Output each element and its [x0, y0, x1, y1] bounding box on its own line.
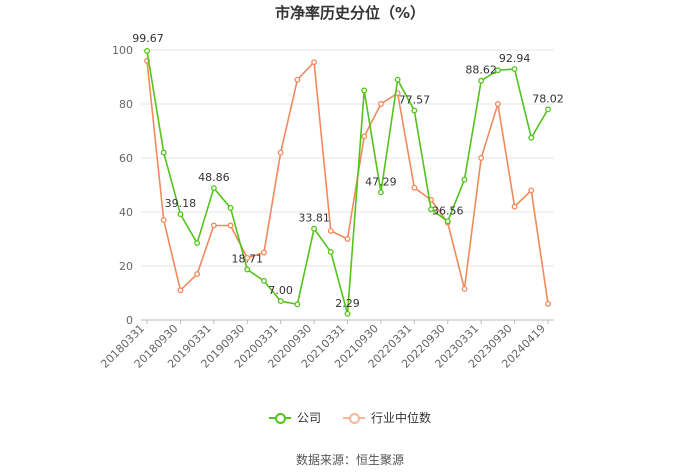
industry-median-point: [377, 101, 384, 107]
company-point: [294, 301, 301, 308]
company-data-label: 33.81: [298, 212, 330, 225]
company-point: [511, 66, 518, 73]
legend-item-company[interactable]: 公司: [268, 409, 321, 426]
company-data-label: 36.56: [432, 204, 464, 217]
y-tick-label: 100: [112, 44, 133, 57]
company-point: [377, 189, 384, 196]
grid: [141, 49, 554, 267]
company-point: [177, 211, 184, 218]
company-point: [394, 76, 401, 83]
company-point: [327, 249, 334, 255]
y-tick-label: 80: [119, 98, 133, 111]
industry-median-point: [528, 187, 535, 194]
industry-median-point: [261, 249, 267, 256]
company-data-label: 99.67: [132, 32, 164, 45]
industry-median-point: [511, 203, 518, 210]
industry-median-point: [227, 222, 234, 229]
industry-median-point: [277, 149, 284, 156]
y-tick-label: 20: [119, 260, 133, 273]
y-tick-label: 0: [126, 314, 133, 327]
industry-median-point: [461, 286, 468, 292]
company-data-label: 39.18: [165, 197, 197, 210]
industry-median-point: [210, 222, 217, 229]
company-point: [478, 77, 485, 84]
legend-industry-label: 行业中位数: [371, 411, 432, 425]
industry-median-point: [344, 236, 351, 242]
industry-median-point: [244, 254, 251, 261]
legend-item-industry-median[interactable]: 行业中位数: [343, 409, 431, 426]
company-point: [311, 225, 318, 232]
company-data-label: 7.00: [268, 284, 293, 297]
company-point: [494, 67, 501, 74]
legend-company-label: 公司: [296, 411, 321, 425]
series: [144, 47, 551, 317]
company-point: [227, 204, 234, 211]
company-point: [194, 240, 201, 246]
industry-median-point: [411, 184, 418, 191]
company-point: [545, 106, 551, 113]
data-source: 数据来源：恒生聚源: [295, 453, 404, 467]
company-point: [144, 47, 150, 54]
company-point: [277, 298, 284, 305]
legend-industry-symbol: [343, 412, 365, 424]
industry-median-point: [327, 227, 334, 234]
y-tick-label: 60: [119, 152, 133, 165]
company-data-label: 2.29: [335, 297, 360, 310]
company-data-label: 18.71: [232, 252, 264, 265]
company-point: [444, 218, 451, 225]
y-tick-label: 40: [119, 206, 133, 219]
company-point: [411, 107, 418, 114]
industry-median-point: [361, 133, 368, 140]
company-point: [344, 310, 351, 317]
company-point: [461, 176, 468, 183]
legend-company-symbol: [268, 412, 291, 424]
industry-median-point: [160, 217, 167, 224]
company-point: [244, 266, 251, 273]
company-point: [261, 277, 267, 284]
industry-median-point: [494, 101, 501, 107]
company-data-label: 78.02: [532, 92, 564, 105]
industry-median-point: [194, 271, 201, 278]
industry-median-point: [294, 76, 301, 83]
legend: 公司 行业中位数: [0, 409, 700, 426]
industry-median-point: [478, 155, 485, 161]
industry-median-point: [311, 59, 318, 66]
company-point: [361, 87, 368, 94]
company-point: [160, 149, 167, 156]
industry-median-point: [545, 300, 551, 307]
company-data-label: 47.29: [365, 175, 397, 188]
company-data-label: 92.94: [499, 52, 531, 65]
company-data-label: 48.86: [198, 171, 230, 184]
chart-title: 市净率历史分位（%）: [274, 4, 426, 22]
company-data-label: 77.57: [399, 94, 431, 107]
industry-median-point: [177, 287, 184, 294]
company-point: [210, 185, 217, 192]
company-point: [428, 206, 434, 213]
company-point: [528, 134, 535, 141]
company-data-label: 88.62: [465, 64, 497, 77]
